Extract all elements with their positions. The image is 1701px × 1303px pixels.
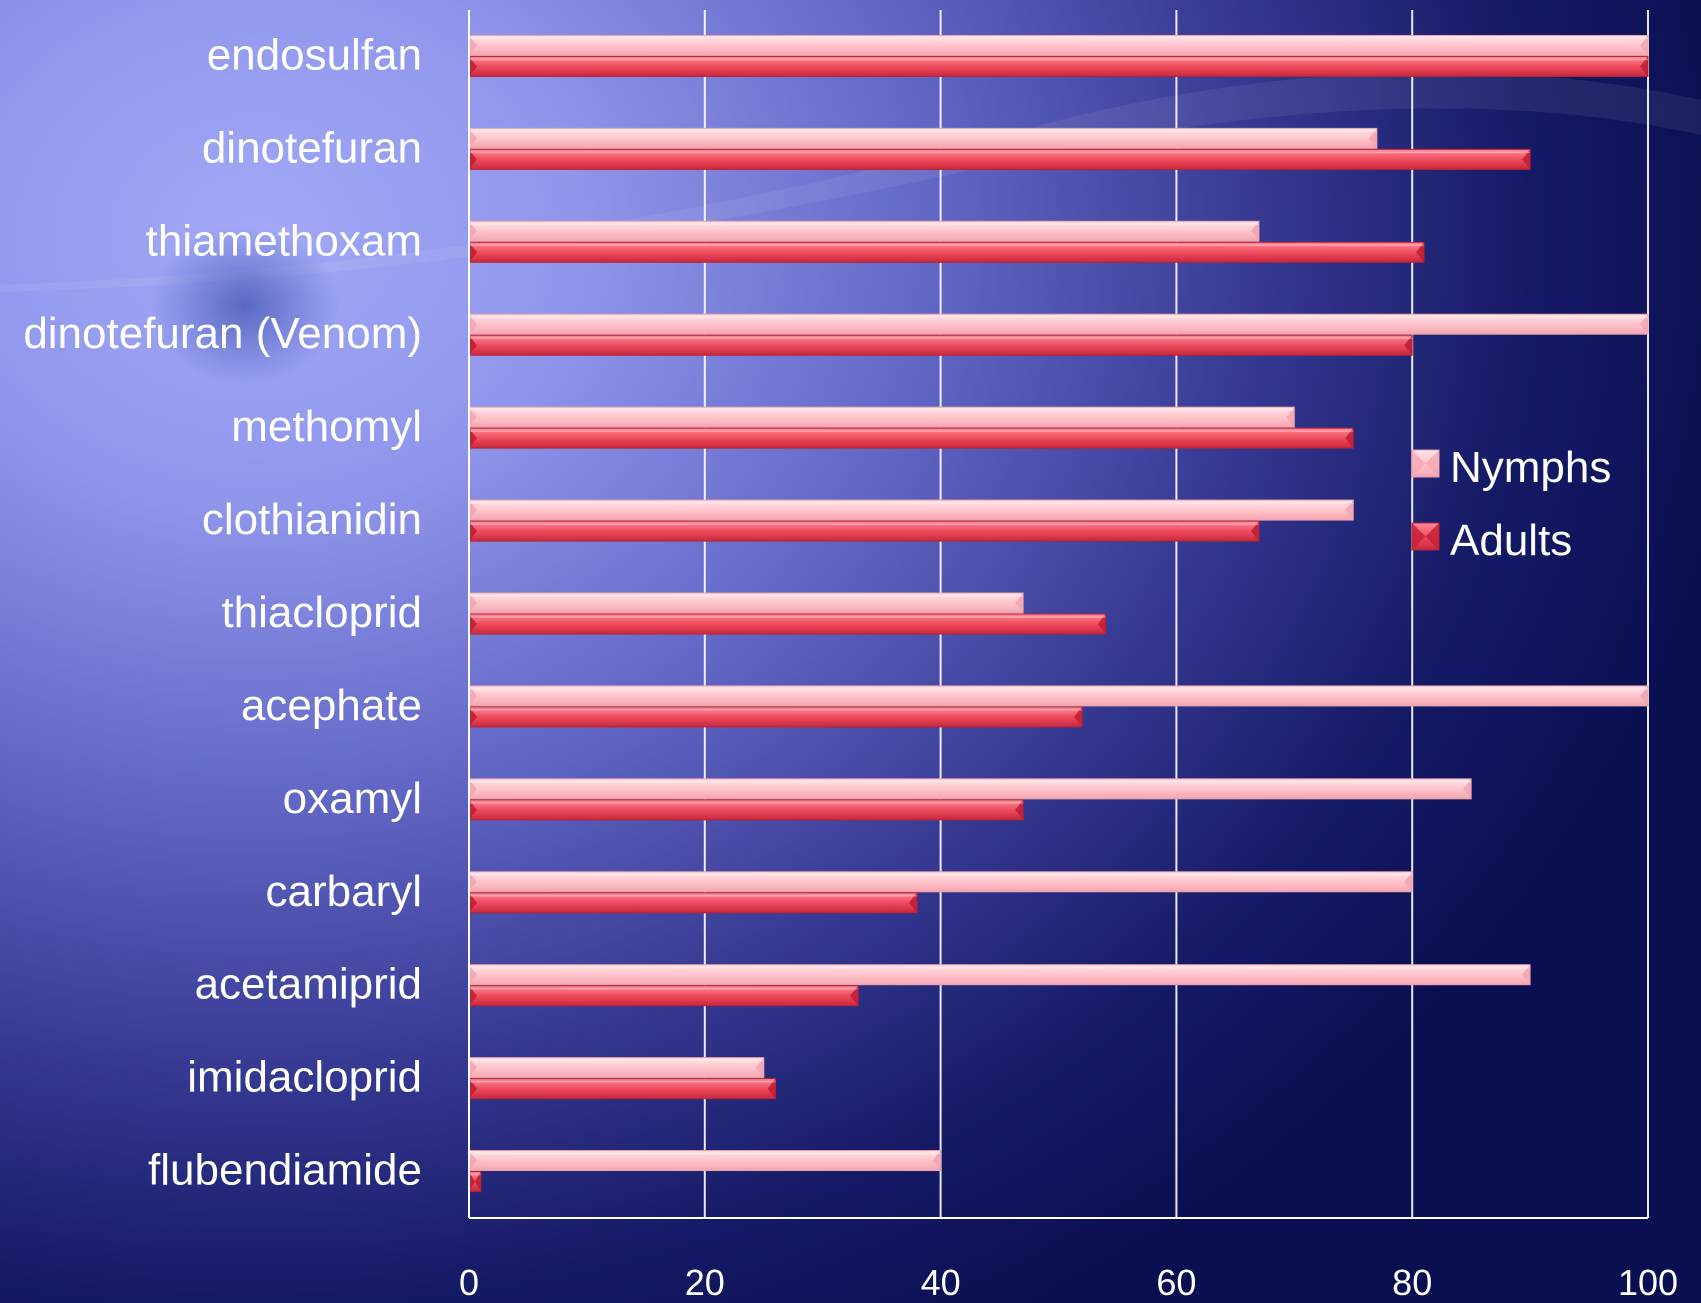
bar-adults: [468, 334, 1413, 356]
legend-label-adults: Adults: [1450, 516, 1572, 565]
legend-swatch-adults-bevel: [1412, 523, 1439, 550]
category-label: dinotefuran: [202, 123, 422, 172]
bar-adults: [468, 892, 918, 914]
legend: Nymphs Adults: [1411, 443, 1611, 565]
bar-adults: [468, 241, 1425, 263]
bar-adults: [468, 1078, 777, 1100]
x-tick-label: 80: [1392, 1262, 1432, 1303]
x-axis: [468, 10, 1648, 1219]
category-label: imidacloprid: [187, 1053, 422, 1102]
bar-adults: [468, 613, 1107, 635]
x-tick-label: 100: [1618, 1262, 1678, 1303]
bar-nymphs: [468, 313, 1649, 335]
bars: [468, 34, 1649, 1193]
legend-swatch-nymphs-bevel: [1412, 450, 1439, 477]
category-label: acetamiprid: [195, 960, 422, 1009]
category-label: methomyl: [231, 402, 422, 451]
bar-nymphs: [468, 127, 1378, 149]
bar-nymphs: [468, 1150, 942, 1172]
category-labels: endosulfan dinotefuran thiamethoxam dinotef…: [23, 30, 422, 1194]
x-tick-labels: 0 20 40 60 80 100: [459, 1262, 1678, 1303]
category-label: clothianidin: [202, 495, 422, 544]
category-label: oxamyl: [283, 774, 422, 823]
category-label: dinotefuran (Venom): [23, 309, 422, 358]
background-decoration: [0, 72, 1701, 385]
x-tick-label: 60: [1156, 1262, 1196, 1303]
legend-item-nymphs: Nymphs: [1411, 443, 1611, 492]
bar-nymphs: [468, 1057, 765, 1079]
bar-nymphs: [468, 34, 1649, 56]
bar-adults: [468, 799, 1024, 821]
bar-bevel: [469, 1171, 481, 1192]
bar-adults: [468, 55, 1649, 77]
category-label: acephate: [241, 681, 422, 730]
bar-nymphs: [468, 778, 1472, 800]
x-tick-label: 40: [921, 1262, 961, 1303]
category-label: endosulfan: [207, 30, 422, 79]
bar-nymphs: [468, 685, 1649, 707]
bar-adults: [468, 427, 1354, 449]
bar-nymphs: [468, 499, 1354, 521]
bar-adults: [468, 148, 1531, 170]
legend-label-nymphs: Nymphs: [1450, 443, 1611, 492]
x-tick-label: 20: [685, 1262, 725, 1303]
category-label: thiacloprid: [221, 588, 422, 637]
bar-nymphs: [468, 871, 1413, 893]
bar-nymphs: [468, 406, 1295, 428]
category-label: carbaryl: [266, 867, 423, 916]
bar-nymphs: [468, 592, 1024, 614]
bar-adults: [468, 520, 1260, 542]
bar-adults: [468, 1171, 482, 1193]
bar-nymphs: [468, 964, 1531, 986]
category-label: flubendiamide: [148, 1146, 422, 1195]
category-label: thiamethoxam: [146, 216, 422, 265]
plot-area: [468, 10, 1649, 1219]
bar-adults: [468, 706, 1083, 728]
bar-nymphs: [468, 220, 1260, 242]
legend-item-adults: Adults: [1411, 516, 1572, 565]
x-tick-label: 0: [459, 1262, 479, 1303]
bar-adults: [468, 985, 859, 1007]
